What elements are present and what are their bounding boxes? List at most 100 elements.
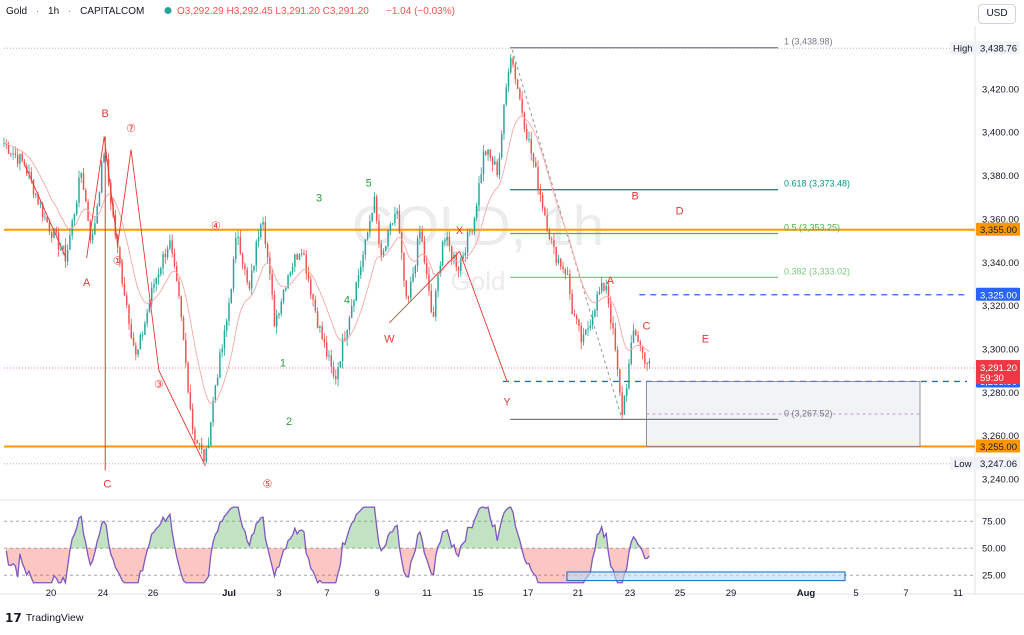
candle xyxy=(625,383,628,402)
candle xyxy=(264,215,267,249)
rsi-line[interactable] xyxy=(5,506,650,586)
candle xyxy=(425,255,428,279)
candle xyxy=(223,325,226,356)
price-axis[interactable]: 3,240.00 3,260.00 3,280.00 3,300.00 3,320.00… xyxy=(950,41,1020,485)
candle xyxy=(632,323,635,344)
rsi-pane[interactable]: 75.00 50.00 25.00 xyxy=(4,506,1006,586)
tradingview-logo[interactable]: 𝟭𝟳 TradingView xyxy=(5,611,83,625)
candle xyxy=(291,262,294,275)
wave-label: B xyxy=(102,108,109,120)
low-tag: Low xyxy=(954,459,972,470)
candle-body xyxy=(607,286,610,304)
candle xyxy=(419,225,421,245)
candle xyxy=(498,152,501,180)
candle xyxy=(528,131,530,143)
candle-body xyxy=(535,162,537,168)
candle-body xyxy=(335,375,337,380)
candle-body xyxy=(312,294,314,300)
low-value-badge[interactable]: 3,247.06 xyxy=(976,456,1020,471)
candle xyxy=(189,384,192,411)
candle xyxy=(239,230,242,256)
rsi-tick-label: 50.00 xyxy=(982,544,1006,555)
candle-body xyxy=(441,241,444,266)
candle xyxy=(516,78,519,89)
candle xyxy=(298,253,301,261)
candle xyxy=(514,62,517,85)
candle xyxy=(612,316,614,335)
candle xyxy=(350,299,353,319)
candle xyxy=(96,203,98,224)
key-level-3255-badge[interactable]: 3,255.00 xyxy=(976,439,1020,453)
watermark-subtitle: Gold xyxy=(451,266,506,296)
candle xyxy=(553,232,555,255)
candle-body xyxy=(153,284,155,288)
candle xyxy=(585,328,587,336)
candle xyxy=(103,152,105,163)
candle-body xyxy=(614,328,617,350)
candle-body xyxy=(287,275,289,289)
time-axis[interactable]: 20 24 26 Jul 3 7 9 11 15 17 21 23 25 29 Aug 5 7 11 xyxy=(46,588,963,599)
candle xyxy=(228,297,230,326)
candle xyxy=(310,275,312,300)
fibonacci-retracement[interactable]: 1 (3,438.98) 0.618 (3,373.48) 0.5 (3,353.2… xyxy=(510,37,850,420)
candle xyxy=(400,231,403,261)
candle-body xyxy=(548,230,551,240)
fib-label-0.382: 0.382 (3,333.02) xyxy=(784,266,850,276)
candle-body xyxy=(416,238,419,266)
candle-body xyxy=(462,255,464,260)
dashed-level-3325-badge[interactable]: 3,325.00 xyxy=(976,287,1020,302)
candle xyxy=(71,218,73,240)
candle xyxy=(548,227,551,241)
candle-body xyxy=(466,231,469,253)
candle xyxy=(348,315,351,335)
candle xyxy=(253,265,255,273)
candle-body xyxy=(396,211,398,214)
rsi-support-box[interactable] xyxy=(566,571,846,582)
candle-body xyxy=(298,254,301,260)
candle xyxy=(98,191,101,207)
candle-body xyxy=(169,240,171,249)
candle xyxy=(85,188,87,203)
candle-body xyxy=(619,369,621,393)
candle xyxy=(160,266,162,277)
candle xyxy=(137,349,139,358)
candle xyxy=(64,237,67,268)
candle xyxy=(262,216,264,229)
candle-body xyxy=(446,236,448,241)
candle-body xyxy=(425,262,428,275)
candles xyxy=(3,53,651,464)
candle-body xyxy=(566,273,569,275)
candle xyxy=(546,208,548,233)
candle xyxy=(519,87,521,101)
tradingview-icon: 𝟭𝟳 xyxy=(5,611,22,625)
candle xyxy=(389,221,392,236)
candle xyxy=(153,278,155,294)
candle-body xyxy=(16,154,19,164)
target-zone-box[interactable] xyxy=(646,381,921,447)
currency-selector[interactable]: USD xyxy=(978,4,1016,24)
candle-body xyxy=(46,216,48,223)
candle xyxy=(16,148,19,168)
symbol-label[interactable]: Gold · 1h · CAPITALCOM xyxy=(6,6,144,17)
tradingview-wordmark: TradingView xyxy=(25,612,84,624)
time-tick-label: 9 xyxy=(374,588,379,599)
key-level-3355-badge[interactable]: 3,355.00 xyxy=(976,222,1020,237)
candle-body xyxy=(266,244,269,258)
candle xyxy=(378,213,380,248)
candle-body xyxy=(403,252,405,281)
candle-body xyxy=(469,231,471,233)
time-tick-label: 21 xyxy=(573,588,584,599)
candle-body xyxy=(507,72,510,88)
high-value-badge-bg xyxy=(976,41,1020,55)
candle-body xyxy=(78,177,80,203)
high-value-badge[interactable]: 3,438.76 xyxy=(976,41,1020,55)
candle-body xyxy=(260,224,262,238)
candle xyxy=(196,439,198,445)
candle-body xyxy=(407,296,410,299)
candle-body xyxy=(137,349,139,355)
candle-body xyxy=(235,237,237,259)
candle-body xyxy=(544,207,546,216)
candle xyxy=(353,298,355,313)
